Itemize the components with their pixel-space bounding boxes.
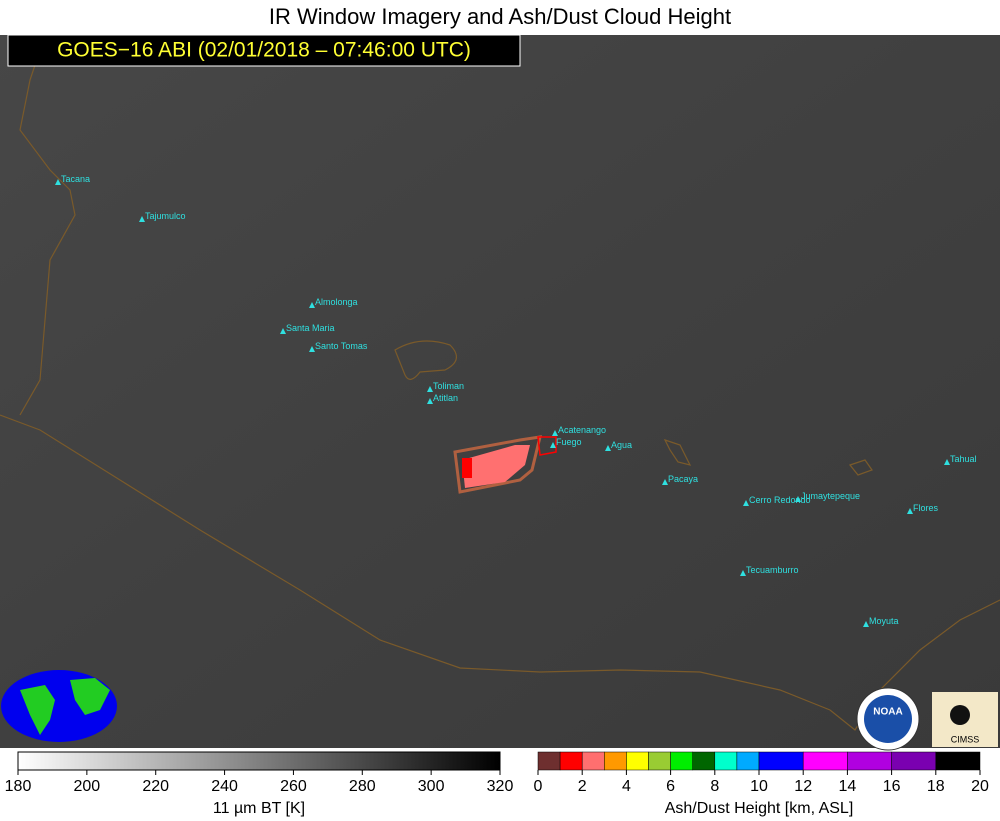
volcano-label: Pacaya: [668, 474, 698, 484]
volcano-label: Tacana: [61, 174, 90, 184]
colorbar-segment: [648, 751, 671, 771]
tick-label: 16: [883, 778, 901, 795]
volcano-label: Moyuta: [869, 616, 899, 626]
tick-label: 220: [142, 778, 169, 795]
tick-label: 260: [280, 778, 307, 795]
volcano-label: Jumaytepeque: [801, 491, 860, 501]
colorbar-segment: [935, 751, 981, 771]
colorbar-segment: [847, 751, 892, 771]
volcano-marker: [863, 621, 869, 627]
colorbar-segment: [604, 751, 627, 771]
colorbar-segment: [581, 751, 605, 771]
volcano-label: Atitlan: [433, 393, 458, 403]
volcano-marker: [139, 216, 145, 222]
noaa-logo: NOAA: [856, 687, 920, 751]
volcano-marker: [743, 500, 749, 506]
volcano-marker: [944, 459, 950, 465]
volcano-label: Almolonga: [315, 297, 358, 307]
tick-label: 280: [349, 778, 376, 795]
colorbar-label: 11 µm BT [K]: [213, 800, 305, 817]
tick-label: 18: [927, 778, 945, 795]
tick-label: 12: [794, 778, 812, 795]
colorbar-segment: [802, 751, 848, 771]
colorbar-segment: [891, 751, 937, 771]
colorbar-segment: [758, 751, 804, 771]
colorbar-segment: [692, 751, 716, 771]
colorbar-segment: [537, 751, 561, 771]
volcano-marker: [309, 302, 315, 308]
volcano-label: Toliman: [433, 381, 464, 391]
volcano-label: Fuego: [556, 437, 582, 447]
volcano-marker: [795, 496, 801, 502]
colorbar: [17, 751, 501, 771]
tick-label: 14: [839, 778, 857, 795]
map: [0, 35, 1000, 748]
volcano-label: Tajumulco: [145, 211, 186, 221]
volcano-marker: [550, 442, 556, 448]
colorbars: 180 200 220 240 260 280 300 320 11 µm BT [K] 0 2 4 6…: [5, 751, 989, 817]
volcano-marker: [907, 508, 913, 514]
subtitle: GOES−16 ABI (02/01/2018 – 07:46:00 UTC): [57, 39, 471, 62]
tick-label: 240: [211, 778, 238, 795]
tick-label: 180: [5, 778, 32, 795]
volcano-label: Cerro Redondo: [749, 495, 811, 505]
volcano-marker: [55, 179, 61, 185]
volcano-marker: [740, 570, 746, 576]
tick-label: 10: [750, 778, 768, 795]
volcano-marker: [552, 430, 558, 436]
volcano-label: Santo Tomas: [315, 341, 368, 351]
volcanoes: Tacana Tajumulco Almolonga Santa Maria Santo…: [55, 174, 977, 627]
cimss-logo: CIMSS: [932, 692, 998, 747]
noaa-text: NOAA: [873, 707, 902, 718]
volcano-marker: [427, 398, 433, 404]
tick-label: 4: [622, 778, 631, 795]
tick-label: 300: [418, 778, 445, 795]
volcano-marker: [605, 445, 611, 451]
colorbar-segment: [736, 751, 760, 771]
colorbar-segment: [559, 751, 583, 771]
ash-cloud: [453, 435, 557, 494]
tick-label: 6: [666, 778, 675, 795]
globe: [1, 670, 117, 742]
colorbar-label: Ash/Dust Height [km, ASL]: [665, 800, 854, 817]
colorbar-segment: [714, 751, 738, 771]
volcano-marker: [309, 346, 315, 352]
tick-label: 2: [578, 778, 587, 795]
colorbar-segment: [670, 751, 693, 771]
volcano-marker: [427, 386, 433, 392]
cimss-text: CIMSS: [951, 734, 980, 744]
volcano-marker: [662, 479, 668, 485]
borders: [0, 34, 1000, 731]
volcano-label: Tahual: [950, 454, 977, 464]
volcano-label: Santa Maria: [286, 323, 335, 333]
tick-label: 0: [534, 778, 543, 795]
volcano-label: Acatenango: [558, 425, 606, 435]
tick-label: 200: [74, 778, 101, 795]
tick-label: 8: [710, 778, 719, 795]
volcano-label: Flores: [913, 503, 939, 513]
volcano-marker: [280, 328, 286, 334]
title: IR Window Imagery and Ash/Dust Cloud Hei…: [269, 4, 731, 29]
tick-label: 320: [487, 778, 514, 795]
tick-label: 20: [971, 778, 989, 795]
volcano-label: Agua: [611, 440, 632, 450]
colorbar-segment: [626, 751, 649, 771]
volcano-label: Tecuamburro: [746, 565, 799, 575]
subtitle-box: [7, 34, 521, 67]
